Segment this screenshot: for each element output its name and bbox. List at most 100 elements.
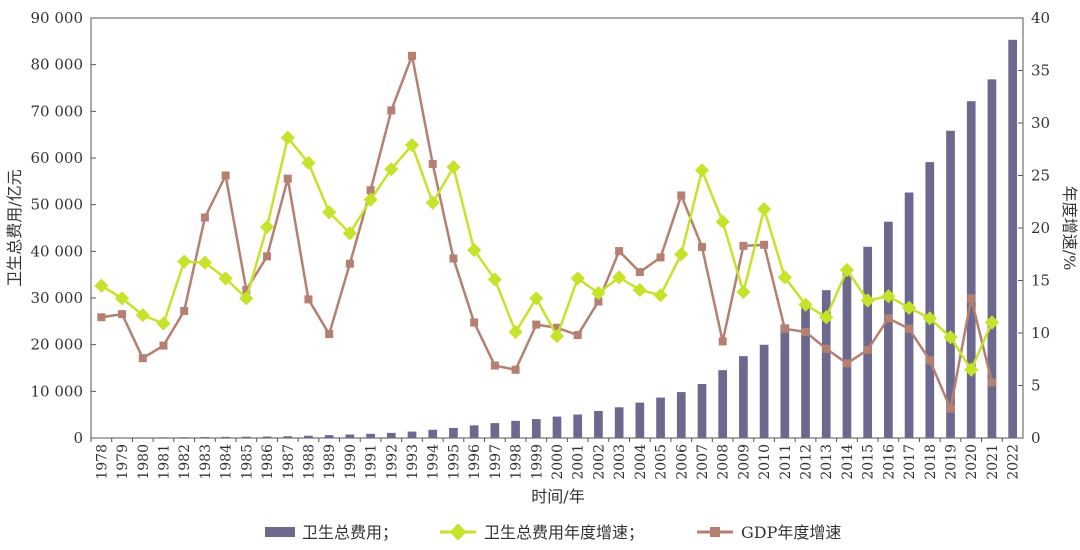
bar-health-expenditure: [304, 435, 313, 438]
health-growth-point: [757, 202, 772, 217]
health-growth-point: [94, 278, 109, 293]
x-tick-label: 1987: [281, 444, 297, 480]
health-growth-point: [322, 205, 337, 220]
health-growth-point: [549, 329, 565, 344]
gdp-growth-point: [325, 330, 334, 339]
x-tick-label: 1988: [301, 444, 317, 480]
ticks-layer: 0 10 000 20 000 30 000 40 000 50 000 60 000 70 …: [31, 9, 1051, 480]
bar-health-expenditure: [552, 416, 562, 438]
gdp-growth-point: [449, 254, 458, 263]
x-tick-label: 1989: [322, 444, 338, 480]
health-growth-line: [100, 136, 994, 371]
bar-health-expenditure: [842, 273, 852, 438]
bar-health-expenditure: [324, 435, 334, 438]
gdp-growth-point: [656, 253, 665, 262]
y-axis-right-title: 年度增速/%: [1060, 186, 1079, 271]
health-growth-point: [218, 271, 233, 286]
health-growth-point: [384, 162, 399, 177]
x-tick-label: 1999: [529, 444, 545, 480]
x-tick-label: 2013: [819, 444, 835, 480]
x-tick-label: 1992: [384, 444, 400, 480]
gdp-growth-point: [697, 242, 706, 251]
bar-health-expenditure: [987, 79, 997, 438]
y-left-tick-label: 40 000: [31, 242, 84, 260]
y-right-tick-label: 35: [1031, 62, 1050, 80]
y-left-tick-label: 50 000: [31, 196, 84, 214]
x-tick-label: 2009: [736, 444, 752, 480]
y-left-tick-label: 70 000: [31, 102, 84, 120]
bar-health-expenditure: [925, 162, 935, 438]
bar-health-expenditure: [386, 432, 396, 438]
health-growth-point: [425, 195, 440, 210]
gdp-growth-point: [677, 191, 686, 200]
y-right-tick-label: 25: [1031, 167, 1050, 185]
bar-health-expenditure: [821, 290, 831, 438]
y-right-tick-label: 5: [1031, 377, 1041, 395]
x-tick-label: 2019: [944, 444, 960, 480]
gdp-growth-point: [408, 51, 417, 60]
gdp-growth-point: [739, 241, 748, 250]
bar-health-expenditure: [449, 427, 458, 438]
health-growth-point: [239, 291, 254, 306]
x-tick-label: 2011: [778, 444, 794, 480]
health-growth-point: [943, 330, 958, 345]
health-growth-point: [902, 300, 917, 315]
bar-health-expenditure: [138, 437, 148, 438]
bar-health-expenditure: [904, 192, 914, 438]
bar-health-expenditure: [594, 410, 603, 438]
legend-marker-health-growth: [449, 523, 467, 541]
y-left-tick-label: 80 000: [31, 56, 84, 74]
gdp-growth-point: [967, 294, 976, 303]
health-growth-point: [632, 282, 647, 298]
health-growth-point: [508, 324, 523, 340]
health-growth-point: [736, 284, 751, 300]
gdp-growth-point: [801, 327, 810, 336]
gdp-growth-point: [884, 314, 893, 323]
gdp-growth-point: [842, 359, 851, 368]
x-tick-label: 2015: [861, 444, 877, 480]
gdp-growth-point: [366, 186, 375, 195]
x-tick-label: 2007: [695, 444, 711, 480]
plot-frame: [90, 17, 1024, 439]
x-tick-label: 2022: [1006, 444, 1022, 480]
x-tick-label: 2001: [571, 444, 587, 480]
bar-health-expenditure: [407, 431, 417, 438]
gdp-growth-point: [263, 252, 272, 261]
gdp-growth-point: [242, 285, 251, 294]
bar-health-expenditure: [759, 344, 769, 438]
bar-health-expenditure: [159, 437, 168, 438]
health-growth-point: [529, 291, 544, 306]
health-growth-point: [612, 270, 627, 285]
x-tick-label: 1995: [446, 444, 462, 480]
bar-health-expenditure: [469, 425, 479, 438]
x-tick-label: 2018: [923, 444, 939, 480]
gdp-growth-point: [118, 310, 127, 319]
lines-layer: [94, 51, 1000, 413]
gdp-growth-point: [635, 268, 644, 277]
gdp-growth-point: [490, 361, 499, 370]
gdp-growth-point: [905, 324, 914, 333]
gdp-growth-point: [511, 365, 520, 374]
gdp-growth-point: [987, 378, 996, 387]
x-tick-label: 2016: [881, 444, 897, 480]
bar-health-expenditure: [614, 407, 624, 438]
y-right-tick-label: 10: [1031, 324, 1050, 342]
y-left-tick-label: 20 000: [31, 336, 84, 354]
health-growth-point: [674, 247, 689, 262]
bar-health-expenditure: [490, 423, 500, 438]
health-growth-point: [839, 262, 855, 278]
bar-health-expenditure: [283, 436, 293, 438]
bar-health-expenditure: [511, 420, 520, 438]
x-tick-label: 1982: [177, 444, 193, 480]
health-growth-point: [922, 311, 937, 326]
legend-label-health-growth: 卫生总费用年度增速；: [484, 523, 644, 542]
health-growth-point: [591, 286, 606, 301]
health-growth-point: [156, 316, 171, 331]
y-right-tick-label: 20: [1031, 219, 1050, 237]
bar-health-expenditure: [531, 419, 541, 438]
bar-health-expenditure: [697, 383, 707, 438]
bar-health-expenditure: [801, 306, 810, 438]
gdp-growth-point: [200, 213, 209, 222]
x-tick-label: 2004: [633, 444, 649, 480]
